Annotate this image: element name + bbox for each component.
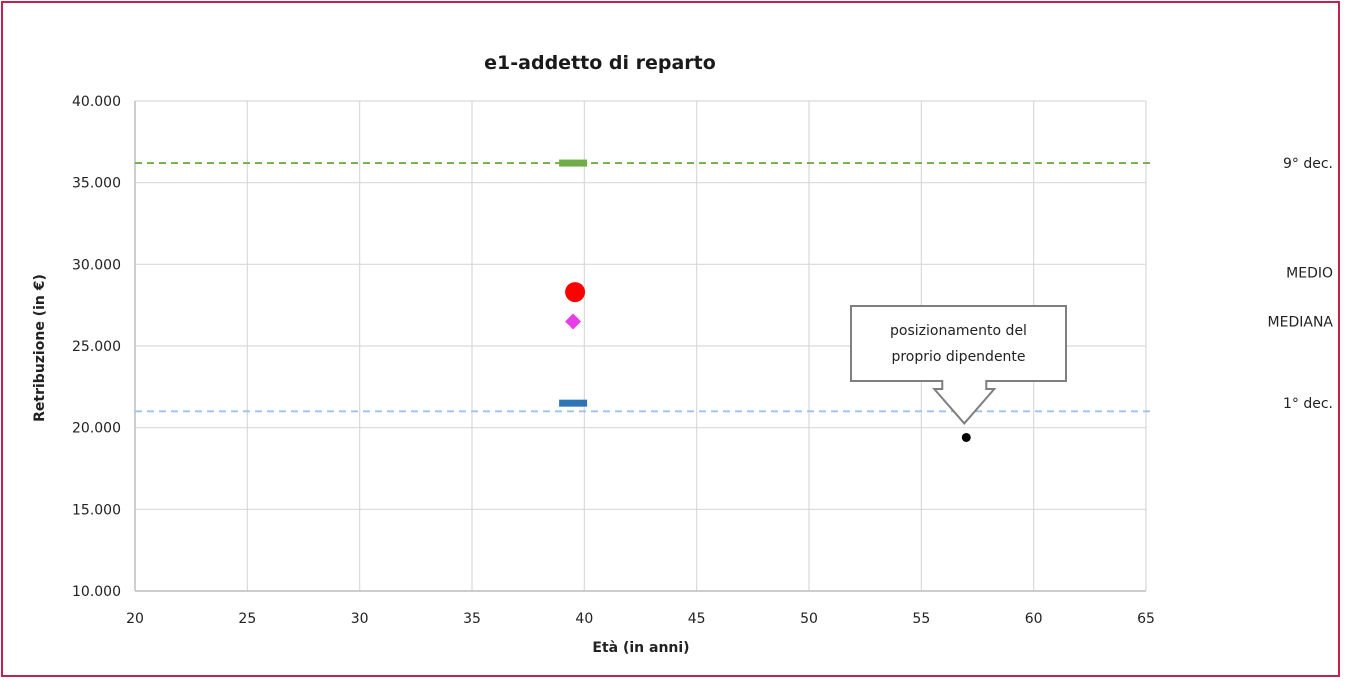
x-tick-label-50: 50 — [800, 611, 818, 627]
x-tick-label-40: 40 — [575, 611, 593, 627]
callout-text-line-2: proprio dipendente — [891, 349, 1025, 365]
y-axis-title: Retribuzione (in €) — [32, 274, 48, 422]
marker-dot-4 — [961, 432, 971, 442]
x-tick-label-55: 55 — [912, 611, 930, 627]
y-tick-label-40000: 40.000 — [72, 94, 121, 110]
x-tick-label-60: 60 — [1025, 611, 1043, 627]
grid-lines — [134, 100, 1147, 592]
series-label-1: MEDIO — [1286, 266, 1333, 282]
series-label-3: 1° dec. — [1283, 396, 1333, 412]
y-tick-label-10000: 10.000 — [72, 584, 121, 600]
x-tick-label-25: 25 — [238, 611, 256, 627]
x-tick-label-30: 30 — [351, 611, 369, 627]
marker-circle-1 — [565, 282, 586, 303]
series-labels: 9° dec. MEDIO MEDIANA 1° dec. — [1268, 156, 1334, 412]
x-tick-label-35: 35 — [463, 611, 481, 627]
y-tick-label-25000: 25.000 — [72, 339, 121, 355]
marker-dash-3 — [559, 399, 588, 407]
x-tick-label-45: 45 — [688, 611, 706, 627]
x-tick-label-20: 20 — [126, 611, 144, 627]
callout-text-line-1: posizionamento del — [890, 323, 1027, 339]
y-tick-label-15000: 15.000 — [72, 502, 121, 518]
y-tick-label-35000: 35.000 — [72, 176, 121, 192]
annotation-callout: posizionamento del proprio dipendente — [850, 305, 1067, 425]
x-axis-title: Età (in anni) — [592, 640, 689, 656]
marker-dash-0 — [559, 159, 588, 167]
x-tick-label-65: 65 — [1137, 611, 1155, 627]
chart-title: e1-addetto di reparto — [484, 52, 716, 74]
marker-diamond-2 — [565, 313, 582, 330]
series-label-2: MEDIANA — [1268, 315, 1334, 331]
reference-lines — [135, 162, 1151, 413]
callout-shape — [850, 305, 1067, 425]
axes — [134, 101, 1146, 592]
data-markers — [559, 159, 971, 442]
tick-labels: 10.000 15.000 20.000 25.000 30.000 35.000 40.0… — [72, 94, 1155, 627]
chart-canvas: e1-addetto di reparto 10.000 15.000 20.000… — [32, 52, 1334, 656]
series-label-0: 9° dec. — [1283, 156, 1333, 172]
y-tick-label-20000: 20.000 — [72, 421, 121, 437]
y-tick-label-30000: 30.000 — [72, 257, 121, 273]
